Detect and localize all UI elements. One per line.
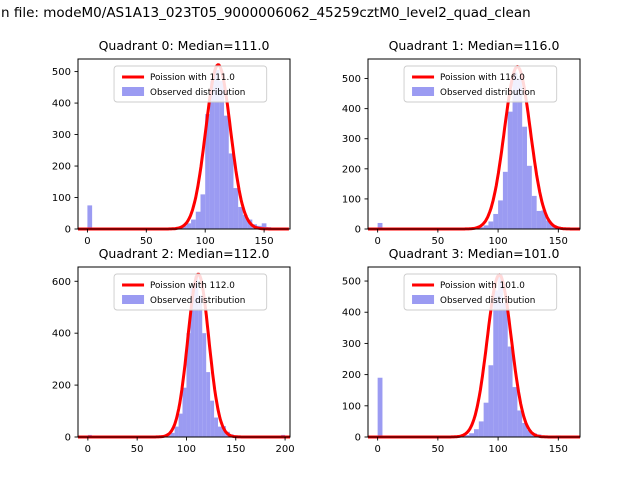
svg-text:300: 300 xyxy=(342,134,361,145)
svg-text:Observed distribution: Observed distribution xyxy=(440,88,535,98)
svg-text:50: 50 xyxy=(131,444,144,455)
svg-text:200: 200 xyxy=(52,162,71,173)
svg-text:0: 0 xyxy=(65,433,71,444)
svg-text:Poission with 116.0: Poission with 116.0 xyxy=(440,73,525,83)
svg-text:50: 50 xyxy=(431,444,444,455)
svg-text:100: 100 xyxy=(489,236,508,247)
svg-text:100: 100 xyxy=(52,193,71,204)
plot-canvas-quadrant-1: 0 50 100 150 0 100 200 300 400 500 Poission with 1… xyxy=(342,58,581,247)
svg-text:300: 300 xyxy=(52,130,71,141)
svg-text:150: 150 xyxy=(549,444,568,455)
subplot-quadrant-2: Quadrant 2: Median=112.0 0 50 100 150 200 0 20… xyxy=(26,246,336,479)
svg-text:200: 200 xyxy=(342,370,361,381)
svg-text:100: 100 xyxy=(342,401,361,412)
svg-text:400: 400 xyxy=(52,99,71,110)
svg-text:100: 100 xyxy=(177,444,196,455)
svg-text:400: 400 xyxy=(342,104,361,115)
svg-text:0: 0 xyxy=(374,236,380,247)
svg-text:200: 200 xyxy=(276,444,295,455)
subplot-title-quadrant-0: Quadrant 0: Median=111.0 xyxy=(98,38,270,53)
svg-text:0: 0 xyxy=(85,444,91,455)
subplot-title-quadrant-3: Quadrant 3: Median=101.0 xyxy=(388,246,560,261)
plot-canvas-quadrant-2: 0 50 100 150 200 0 200 400 600 Poission with 112.… xyxy=(52,266,295,455)
svg-text:Observed distribution: Observed distribution xyxy=(150,88,245,98)
svg-text:100: 100 xyxy=(342,194,361,205)
figure-title: n file: modeM0/AS1A13_023T05_9000006062_… xyxy=(1,5,531,21)
svg-text:0: 0 xyxy=(65,225,71,236)
svg-text:50: 50 xyxy=(140,236,153,247)
subplot-title-quadrant-1: Quadrant 1: Median=116.0 xyxy=(388,38,560,53)
svg-text:400: 400 xyxy=(52,329,71,340)
svg-text:150: 150 xyxy=(549,236,568,247)
svg-text:500: 500 xyxy=(342,277,361,288)
svg-text:150: 150 xyxy=(255,236,274,247)
svg-text:Poission with 101.0: Poission with 101.0 xyxy=(440,281,525,291)
svg-text:100: 100 xyxy=(196,236,215,247)
subplot-quadrant-1: Quadrant 1: Median=116.0 0 50 100 150 0 100 20… xyxy=(316,38,626,271)
subplot-quadrant-3: Quadrant 3: Median=101.0 0 50 100 150 0 100 20… xyxy=(316,246,626,479)
svg-text:500: 500 xyxy=(52,67,71,78)
plot-canvas-quadrant-3: 0 50 100 150 0 100 200 300 400 500 Poission with 1… xyxy=(342,266,581,455)
svg-text:500: 500 xyxy=(342,74,361,85)
svg-text:100: 100 xyxy=(489,444,508,455)
svg-text:Poission with 112.0: Poission with 112.0 xyxy=(150,281,235,291)
svg-text:Poission with 111.0: Poission with 111.0 xyxy=(150,73,235,83)
svg-text:400: 400 xyxy=(342,308,361,319)
svg-text:0: 0 xyxy=(84,236,90,247)
svg-text:600: 600 xyxy=(52,277,71,288)
svg-text:300: 300 xyxy=(342,339,361,350)
plot-canvas-quadrant-0: 0 50 100 150 0 100 200 300 400 500 Poission with 1… xyxy=(52,58,291,247)
svg-text:200: 200 xyxy=(52,381,71,392)
svg-text:200: 200 xyxy=(342,164,361,175)
svg-text:Observed distribution: Observed distribution xyxy=(150,296,245,306)
svg-text:150: 150 xyxy=(226,444,245,455)
svg-text:Observed distribution: Observed distribution xyxy=(440,296,535,306)
svg-text:50: 50 xyxy=(431,236,444,247)
subplot-quadrant-0: Quadrant 0: Median=111.0 0 50 100 150 0 100 20… xyxy=(26,38,336,271)
svg-text:0: 0 xyxy=(355,225,361,236)
svg-text:0: 0 xyxy=(374,444,380,455)
subplot-title-quadrant-2: Quadrant 2: Median=112.0 xyxy=(98,246,270,261)
svg-text:0: 0 xyxy=(355,433,361,444)
